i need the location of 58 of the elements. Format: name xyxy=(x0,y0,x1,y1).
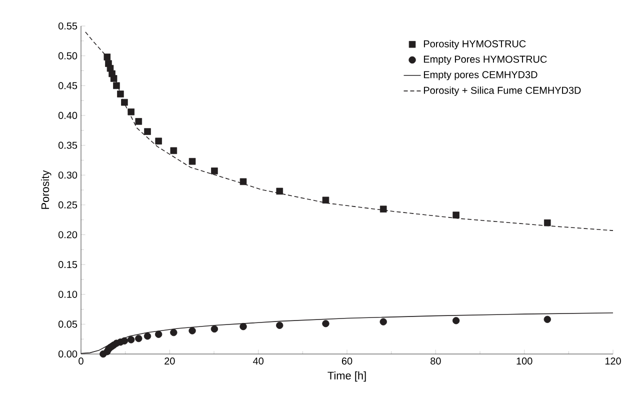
point xyxy=(452,317,460,324)
point xyxy=(144,332,152,340)
point xyxy=(276,322,284,329)
x-tick-label: 40 xyxy=(253,358,264,365)
point xyxy=(544,316,551,323)
x-tick-label: 60 xyxy=(342,358,352,365)
point xyxy=(452,212,460,218)
y-tick-label: 0.25 xyxy=(58,201,78,208)
point xyxy=(380,318,387,326)
y-tick-label: 0.05 xyxy=(58,320,78,328)
point xyxy=(128,108,134,116)
point xyxy=(240,178,247,186)
point xyxy=(211,168,218,174)
y-tick-label: 0.20 xyxy=(58,231,78,238)
legend-label: Porosity + Silica Fume CEMHYD3D xyxy=(424,86,581,96)
legend-label: Empty pores CEMHYD3D xyxy=(424,71,538,80)
y-tick-label: 0.35 xyxy=(58,142,78,149)
line-series xyxy=(85,32,614,231)
point xyxy=(322,320,330,328)
point xyxy=(170,147,178,154)
point xyxy=(104,54,111,60)
point xyxy=(113,82,120,90)
legend-label: Empty Pores HYMOSTRUC xyxy=(424,56,547,65)
y-tick-label: 0.00 xyxy=(58,350,78,358)
point xyxy=(380,206,387,212)
x-axis-title: Time [h] xyxy=(328,371,366,382)
point xyxy=(276,188,284,195)
point xyxy=(155,138,162,144)
point xyxy=(322,196,330,204)
x-tick-label: 0 xyxy=(78,358,84,365)
point xyxy=(128,336,135,344)
y-tick-label: 0.45 xyxy=(58,82,78,90)
point xyxy=(144,128,151,135)
x-tick-label: 100 xyxy=(516,358,532,365)
point xyxy=(117,90,124,98)
point xyxy=(121,98,128,106)
y-tick-label: 0.15 xyxy=(58,261,78,268)
y-axis-title: Porosity xyxy=(41,170,52,209)
x-tick-label: 120 xyxy=(605,358,621,365)
point xyxy=(135,118,142,125)
point xyxy=(155,330,162,338)
point xyxy=(188,327,196,334)
y-tick-label: 0.55 xyxy=(58,22,78,30)
point xyxy=(170,328,178,336)
point xyxy=(110,75,118,82)
point xyxy=(210,325,218,333)
point xyxy=(135,334,142,342)
y-tick-label: 0.10 xyxy=(58,290,78,298)
x-tick-label: 20 xyxy=(164,358,175,365)
y-tick-label: 0.30 xyxy=(58,172,78,179)
point xyxy=(188,158,196,165)
legend-label: Porosity HYMOSTRUC xyxy=(424,40,526,50)
point xyxy=(120,337,128,344)
point xyxy=(240,322,247,330)
y-tick-label: 0.40 xyxy=(58,112,78,119)
y-tick-label: 0.50 xyxy=(58,52,78,60)
x-tick-label: 80 xyxy=(430,358,441,365)
point xyxy=(544,219,551,226)
